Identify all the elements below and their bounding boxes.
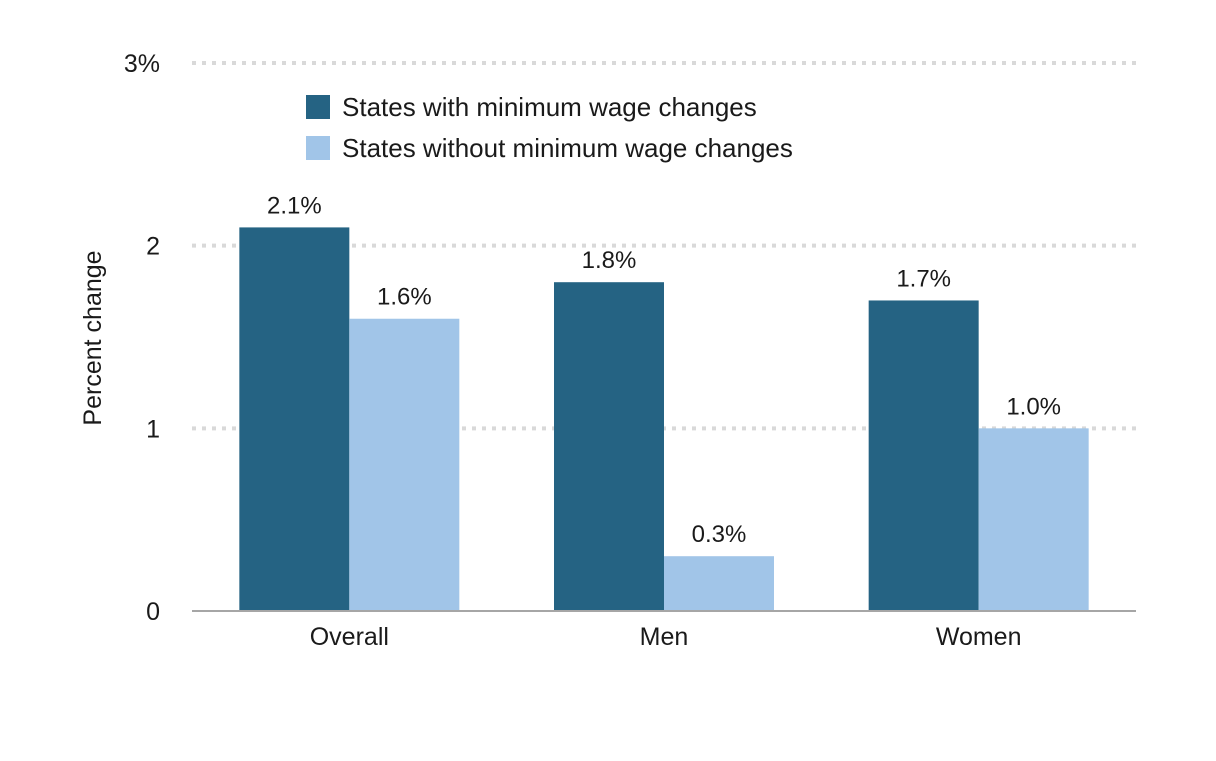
legend-swatch-without-changes (306, 136, 330, 160)
bars (239, 227, 1089, 611)
legend: States with minimum wage changes States … (306, 92, 793, 163)
bar-women-series-0 (868, 300, 979, 611)
data-labels: 2.1% 1.6% 1.8% 0.3% 1.7% 1.0% (267, 192, 1061, 548)
y-tick-label: 2 (146, 233, 160, 261)
legend-label-with-changes: States with minimum wage changes (342, 92, 757, 122)
bar-overall-series-1 (349, 318, 460, 611)
y-tick-label: 3% (124, 50, 160, 78)
legend-label-without-changes: States without minimum wage changes (342, 133, 793, 163)
bar-women-series-1 (978, 428, 1089, 611)
data-label: 2.1% (267, 192, 322, 219)
data-label: 0.3% (692, 521, 747, 548)
y-tick-label: 0 (146, 598, 160, 626)
x-axis-categories: Overall Men Women (310, 623, 1022, 651)
x-category-label: Men (640, 623, 689, 651)
bar-men-series-0 (554, 282, 664, 611)
x-category-label: Women (936, 623, 1022, 651)
data-label: 1.0% (1006, 393, 1061, 420)
data-label: 1.7% (896, 265, 951, 292)
bar-overall-series-0 (239, 227, 350, 611)
y-axis-title: Percent change (79, 250, 107, 425)
y-axis-ticks: 0 1 2 3% (124, 50, 160, 626)
y-tick-label: 1 (146, 415, 160, 443)
data-label: 1.8% (582, 247, 637, 274)
data-label: 1.6% (377, 284, 432, 311)
legend-swatch-with-changes (306, 95, 330, 119)
x-category-label: Overall (310, 623, 389, 651)
bar-men-series-1 (664, 556, 774, 611)
